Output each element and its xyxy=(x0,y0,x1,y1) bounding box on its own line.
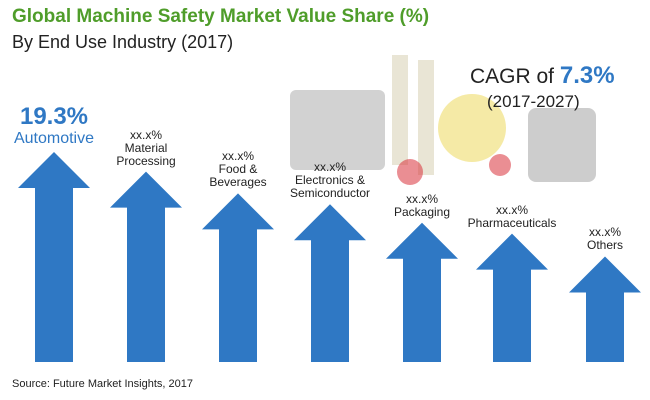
bar-label-3: xx.x% Food & Beverages xyxy=(188,150,288,189)
category-label: Semiconductor xyxy=(289,186,371,201)
bar-label-1: 19.3% Automotive xyxy=(0,104,109,148)
category-label: Pharmaceuticals xyxy=(467,215,557,230)
value-label: xx.x% xyxy=(588,225,621,240)
bar-label-5: xx.x% Packaging xyxy=(372,191,472,219)
category-label: Packaging xyxy=(393,204,451,219)
arrow-bar-3 xyxy=(202,193,274,362)
category-label: Automotive xyxy=(13,130,95,147)
value-label: 19.3% xyxy=(19,103,89,130)
emergency-stop-image xyxy=(489,154,511,176)
light-curtain-image xyxy=(418,60,434,175)
bar-label-4: xx.x% Electronics & Semiconductor xyxy=(280,161,380,200)
category-label: Material xyxy=(124,140,168,155)
arrow-bar-7 xyxy=(569,256,641,362)
source-note: Source: Future Market Insights, 2017 xyxy=(12,378,193,390)
arrow-bar-6 xyxy=(476,233,548,362)
arrow-bar-4 xyxy=(294,204,366,362)
relay-module-image xyxy=(528,108,596,182)
value-label: xx.x% xyxy=(405,191,438,206)
light-curtain-image xyxy=(392,55,408,165)
value-label: xx.x% xyxy=(221,149,254,164)
bar-label-2: xx.x% Material Processing xyxy=(96,127,196,168)
cagr-period: (2017-2027) xyxy=(487,92,580,111)
value-label: xx.x% xyxy=(495,202,528,217)
arrow-bar-5 xyxy=(386,222,458,362)
chart-title: Global Machine Safety Market Value Share… xyxy=(12,6,430,27)
bar-label-6: xx.x% Pharmaceuticals xyxy=(462,202,562,230)
category-label: Others xyxy=(586,238,623,253)
value-label: xx.x% xyxy=(129,127,162,142)
chart-subtitle: By End Use Industry (2017) xyxy=(12,32,234,52)
value-label: xx.x% xyxy=(313,160,346,175)
category-label: Electronics & xyxy=(294,173,366,188)
arrow-series xyxy=(18,152,641,362)
emergency-stop-image xyxy=(397,159,423,185)
cagr-callout: CAGR of 7.3% xyxy=(470,62,615,90)
safety-sensor-image xyxy=(438,94,506,162)
cagr-prefix: CAGR of xyxy=(470,65,555,88)
category-label: Food & xyxy=(218,162,258,177)
category-label: Processing xyxy=(116,153,176,168)
cagr-value: 7.3% xyxy=(559,62,615,89)
bar-label-7: xx.x% Others xyxy=(555,226,650,252)
product-images xyxy=(290,55,596,185)
arrow-bar-1 xyxy=(18,152,90,362)
safety-controller-image xyxy=(290,90,385,170)
arrow-bar-2 xyxy=(110,171,182,362)
category-label: Beverages xyxy=(209,175,267,190)
